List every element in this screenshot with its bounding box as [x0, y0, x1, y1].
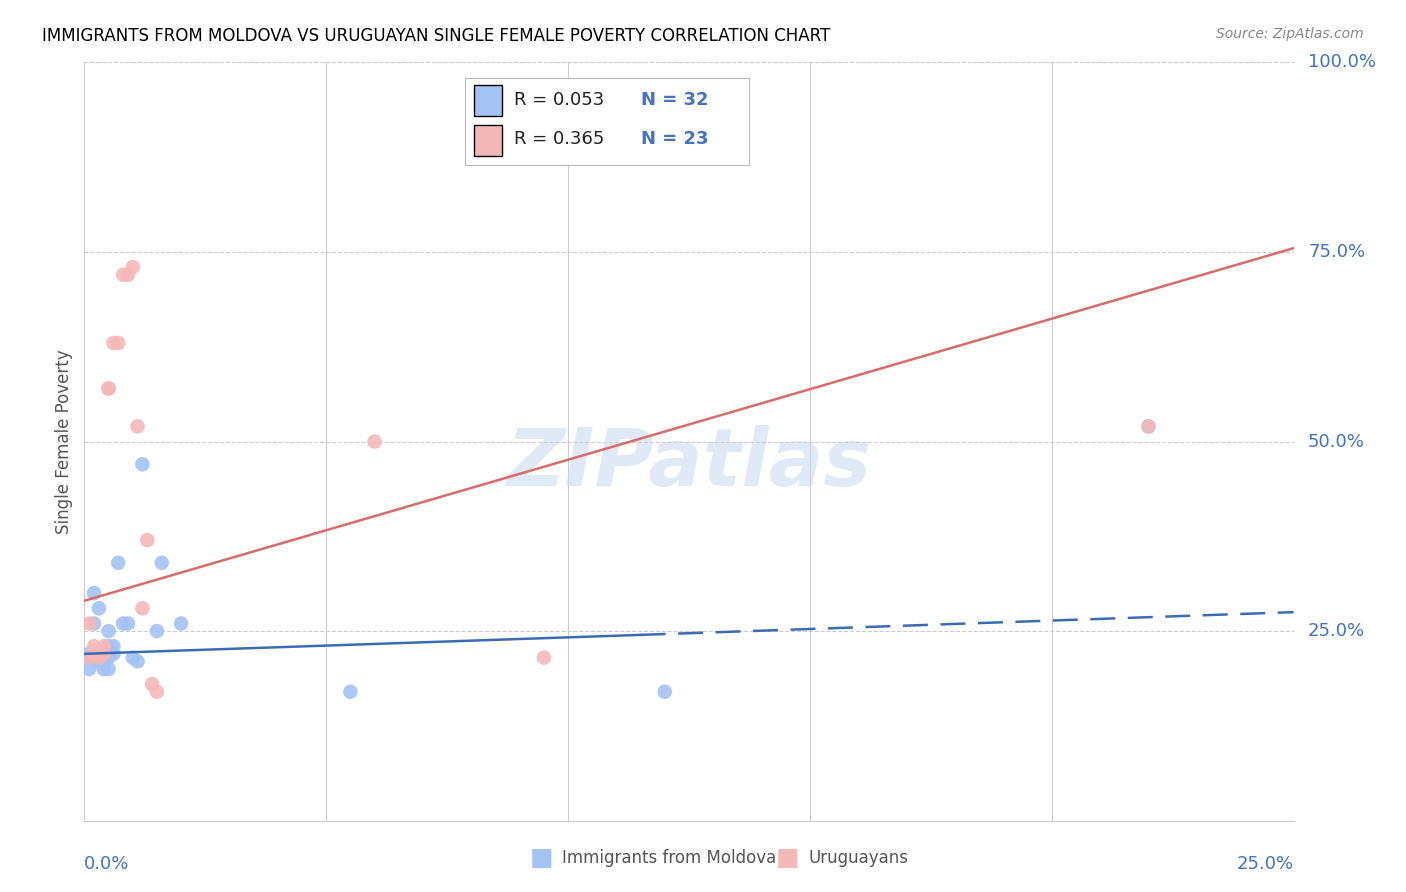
Text: 25.0%: 25.0% — [1308, 622, 1365, 640]
Point — [146, 685, 169, 699]
Point — [117, 268, 139, 282]
Point — [97, 639, 120, 653]
Point — [131, 601, 153, 615]
Point — [77, 616, 100, 631]
Point — [121, 260, 143, 275]
Point — [1137, 419, 1160, 434]
Point — [103, 639, 125, 653]
Point — [83, 639, 105, 653]
Point — [150, 556, 173, 570]
Point — [339, 685, 361, 699]
Text: ■: ■ — [530, 847, 553, 870]
Point — [77, 647, 100, 661]
Point — [146, 624, 169, 639]
Point — [170, 616, 193, 631]
Point — [97, 624, 120, 639]
Text: Uruguayans: Uruguayans — [808, 849, 908, 867]
Point — [103, 647, 125, 661]
Text: Immigrants from Moldova: Immigrants from Moldova — [562, 849, 776, 867]
Point — [93, 662, 115, 676]
Point — [77, 650, 100, 665]
Text: 75.0%: 75.0% — [1308, 243, 1365, 261]
Point — [112, 616, 135, 631]
Point — [77, 650, 100, 665]
Point — [97, 650, 120, 665]
Point — [87, 647, 110, 661]
Point — [87, 647, 110, 661]
Point — [83, 647, 105, 661]
Point — [141, 677, 163, 691]
Point — [83, 586, 105, 600]
Point — [107, 335, 129, 350]
Point — [107, 556, 129, 570]
Y-axis label: Single Female Poverty: Single Female Poverty — [55, 350, 73, 533]
Point — [533, 650, 555, 665]
Point — [1137, 419, 1160, 434]
Text: IMMIGRANTS FROM MOLDOVA VS URUGUAYAN SINGLE FEMALE POVERTY CORRELATION CHART: IMMIGRANTS FROM MOLDOVA VS URUGUAYAN SIN… — [42, 27, 831, 45]
Point — [87, 601, 110, 615]
Point — [121, 650, 143, 665]
Point — [363, 434, 385, 449]
Point — [131, 458, 153, 472]
Point — [83, 650, 105, 665]
Text: ■: ■ — [776, 847, 799, 870]
Point — [117, 616, 139, 631]
Point — [93, 647, 115, 661]
Text: 0.0%: 0.0% — [84, 855, 129, 872]
Point — [654, 685, 676, 699]
Point — [93, 639, 115, 653]
Point — [112, 268, 135, 282]
Point — [93, 655, 115, 669]
Point — [87, 650, 110, 665]
Point — [103, 335, 125, 350]
Point — [97, 662, 120, 676]
Point — [87, 655, 110, 669]
Text: 25.0%: 25.0% — [1236, 855, 1294, 872]
Text: 50.0%: 50.0% — [1308, 433, 1365, 450]
Point — [127, 655, 149, 669]
Point — [77, 662, 100, 676]
Point — [93, 647, 115, 661]
Text: Source: ZipAtlas.com: Source: ZipAtlas.com — [1216, 27, 1364, 41]
Point — [97, 382, 120, 396]
Point — [83, 616, 105, 631]
Point — [97, 382, 120, 396]
Point — [136, 533, 159, 548]
Point — [127, 419, 149, 434]
Text: ZIPatlas: ZIPatlas — [506, 425, 872, 503]
Point — [87, 650, 110, 665]
Text: 100.0%: 100.0% — [1308, 54, 1376, 71]
Point — [83, 647, 105, 661]
